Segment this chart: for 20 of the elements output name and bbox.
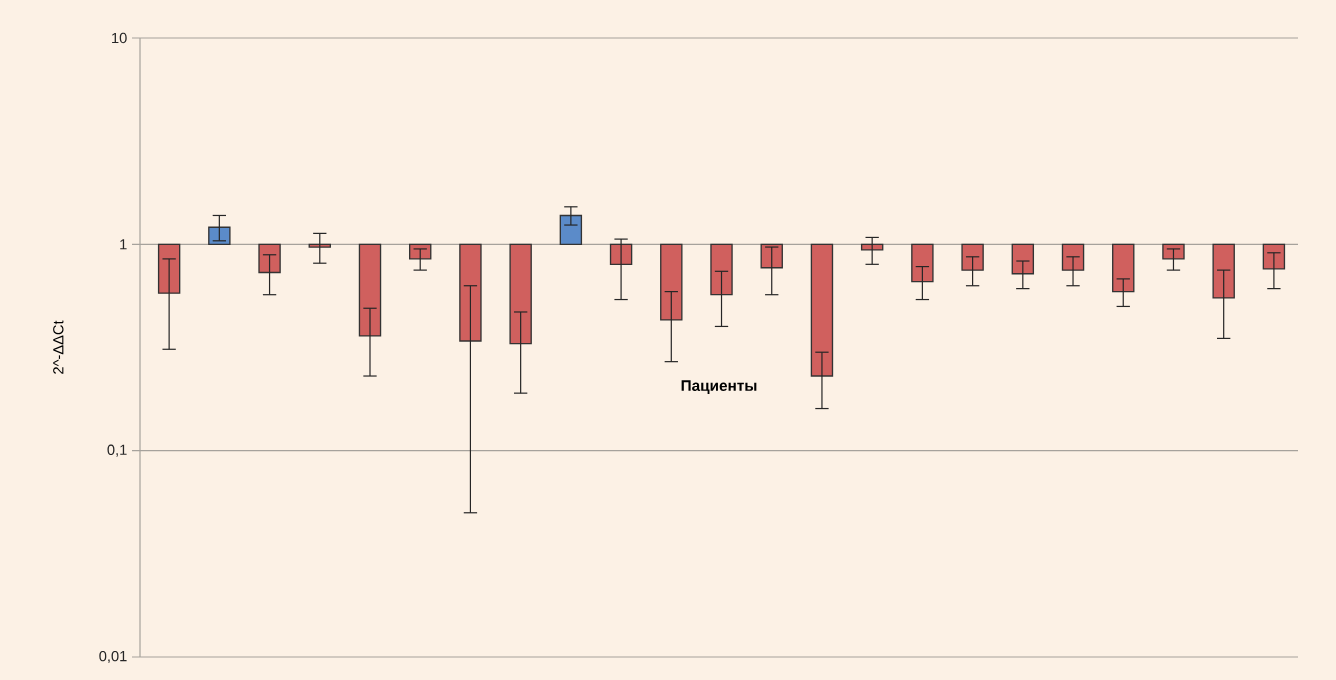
- bar: [1061, 243, 1085, 271]
- bar: [710, 243, 733, 296]
- bar: [1011, 243, 1035, 275]
- bar: [810, 243, 834, 377]
- y-tick-label: 10: [112, 32, 127, 44]
- bar: [860, 243, 884, 251]
- x-axis-title: Пациенты: [681, 380, 757, 394]
- bar: [308, 243, 331, 248]
- y-axis-title: 2^-ΔΔCt: [53, 320, 64, 374]
- bar: [911, 243, 934, 283]
- y-tick-label: 1: [120, 239, 127, 250]
- bar: [358, 243, 382, 337]
- y-tick-label: 0,01: [99, 650, 127, 664]
- bar: [559, 214, 583, 245]
- bar: [1112, 243, 1135, 293]
- bar: [660, 243, 683, 321]
- bar: [509, 243, 532, 345]
- bar: [1212, 243, 1235, 299]
- y-tick-label: 0,1: [107, 444, 127, 457]
- bar: [961, 243, 984, 271]
